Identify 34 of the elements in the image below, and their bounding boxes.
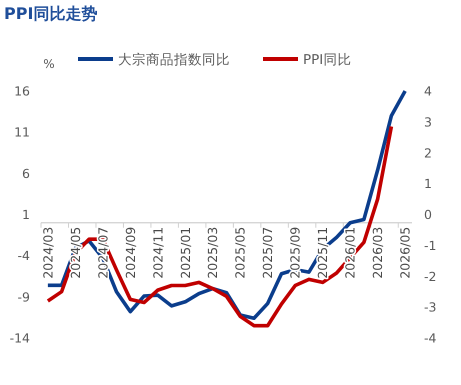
y-tick-label: 11: [14, 124, 30, 140]
x-tick-label: 2025/11: [315, 226, 330, 279]
legend-label: PPI同比: [303, 52, 352, 68]
y-tick-label: 6: [22, 166, 30, 181]
x-tick-label: 2025/05: [232, 226, 248, 279]
x-tick-label: 2025/07: [260, 226, 276, 279]
y2-tick-label: 1: [424, 176, 432, 192]
y-tick-label: -4: [18, 248, 30, 264]
y2-tick-label: -1: [424, 238, 436, 253]
x-tick-label: 2024/09: [122, 226, 138, 279]
x-tick-label: 2025/03: [205, 226, 220, 279]
y2-tick-label: 3: [424, 114, 432, 130]
x-tick-label: 2025/09: [288, 226, 303, 279]
y2-tick-label: 2: [424, 145, 432, 160]
x-tick-label: 2024/03: [40, 226, 56, 279]
chart-title: PPI同比走势: [4, 4, 98, 23]
y2-tick-label: 4: [424, 84, 432, 98]
y2-tick-label: -3: [424, 300, 436, 315]
y-axis-title: %: [43, 57, 55, 71]
x-tick-label: 2026/03: [370, 226, 386, 279]
x-tick-label: 2026/05: [398, 226, 413, 279]
x-tick-label: 2025/01: [178, 226, 193, 279]
y2-tick-label: -4: [424, 330, 437, 346]
y2-tick-label: 0: [424, 207, 432, 222]
x-tick-label: 2026/01: [342, 226, 358, 279]
y-tick-label: -9: [18, 289, 30, 304]
x-tick-label: 2024/05: [68, 226, 83, 279]
y2-tick-label: -2: [424, 268, 436, 284]
legend-label: 大宗商品指数同比: [118, 52, 230, 68]
x-tick-label: 2024/11: [150, 226, 166, 279]
x-tick-label: 2024/07: [95, 226, 110, 279]
y-tick-label: -14: [10, 330, 30, 346]
y-tick-label: 16: [14, 84, 30, 98]
y-tick-label: 1: [22, 207, 30, 222]
